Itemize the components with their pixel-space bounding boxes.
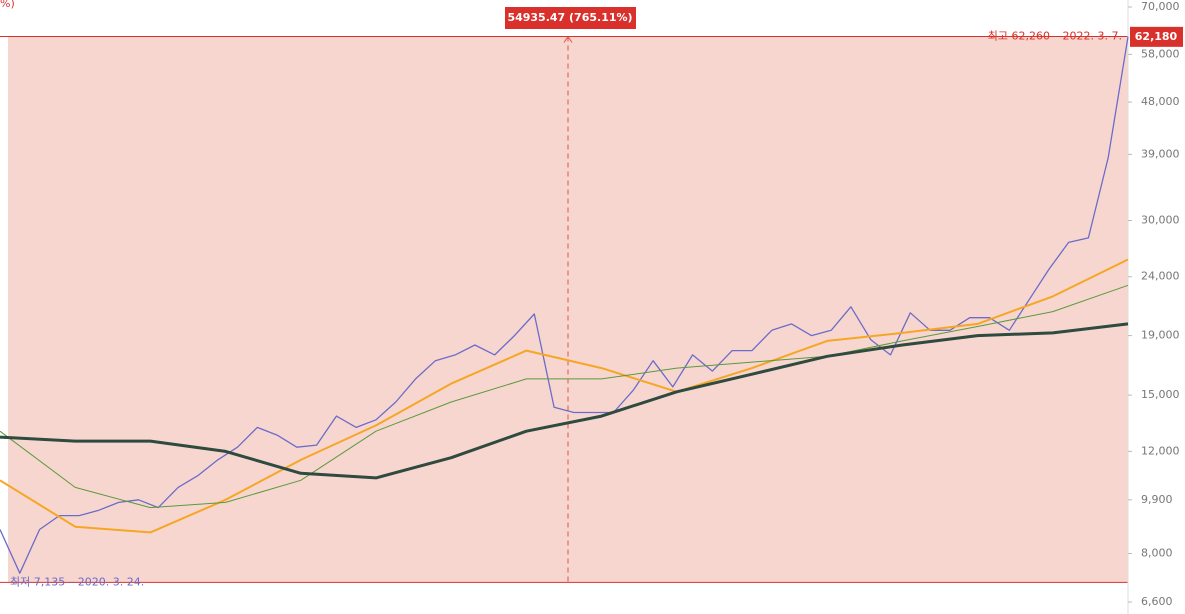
high-label: 최고 62,260 – 2022. 3. 7. — [988, 30, 1122, 43]
y-tick-label: 48,000 — [1141, 95, 1180, 108]
axis-label-fragment: %) — [0, 0, 15, 10]
series-line — [0, 36, 1129, 574]
y-tick-label: 9,900 — [1141, 493, 1173, 506]
y-tick-label: 24,000 — [1141, 270, 1180, 283]
y-tick-label: 58,000 — [1141, 47, 1180, 60]
y-tick-label: 19,000 — [1141, 329, 1180, 342]
last-price-box — [1130, 26, 1183, 47]
y-tick-label: 12,000 — [1141, 444, 1180, 457]
series-line — [0, 322, 1129, 480]
series-line — [0, 284, 1129, 509]
low-label: 최저 7,135 – 2020. 3. 24. — [10, 575, 144, 588]
y-tick-label: 30,000 — [1141, 213, 1180, 226]
y-tick-label: 8,000 — [1141, 547, 1173, 560]
measure-label: 54935.47 (765.11%) — [507, 11, 632, 24]
y-tick-label: 6,600 — [1141, 595, 1173, 608]
series-line — [0, 258, 1129, 534]
y-tick-label: 70,000 — [1141, 0, 1180, 13]
measure-arrow — [563, 35, 573, 43]
y-tick-label: 15,000 — [1141, 388, 1180, 401]
y-tick-label: 39,000 — [1141, 147, 1180, 160]
last-price-label: 62,180 — [1135, 30, 1178, 43]
measure-box — [505, 7, 636, 29]
